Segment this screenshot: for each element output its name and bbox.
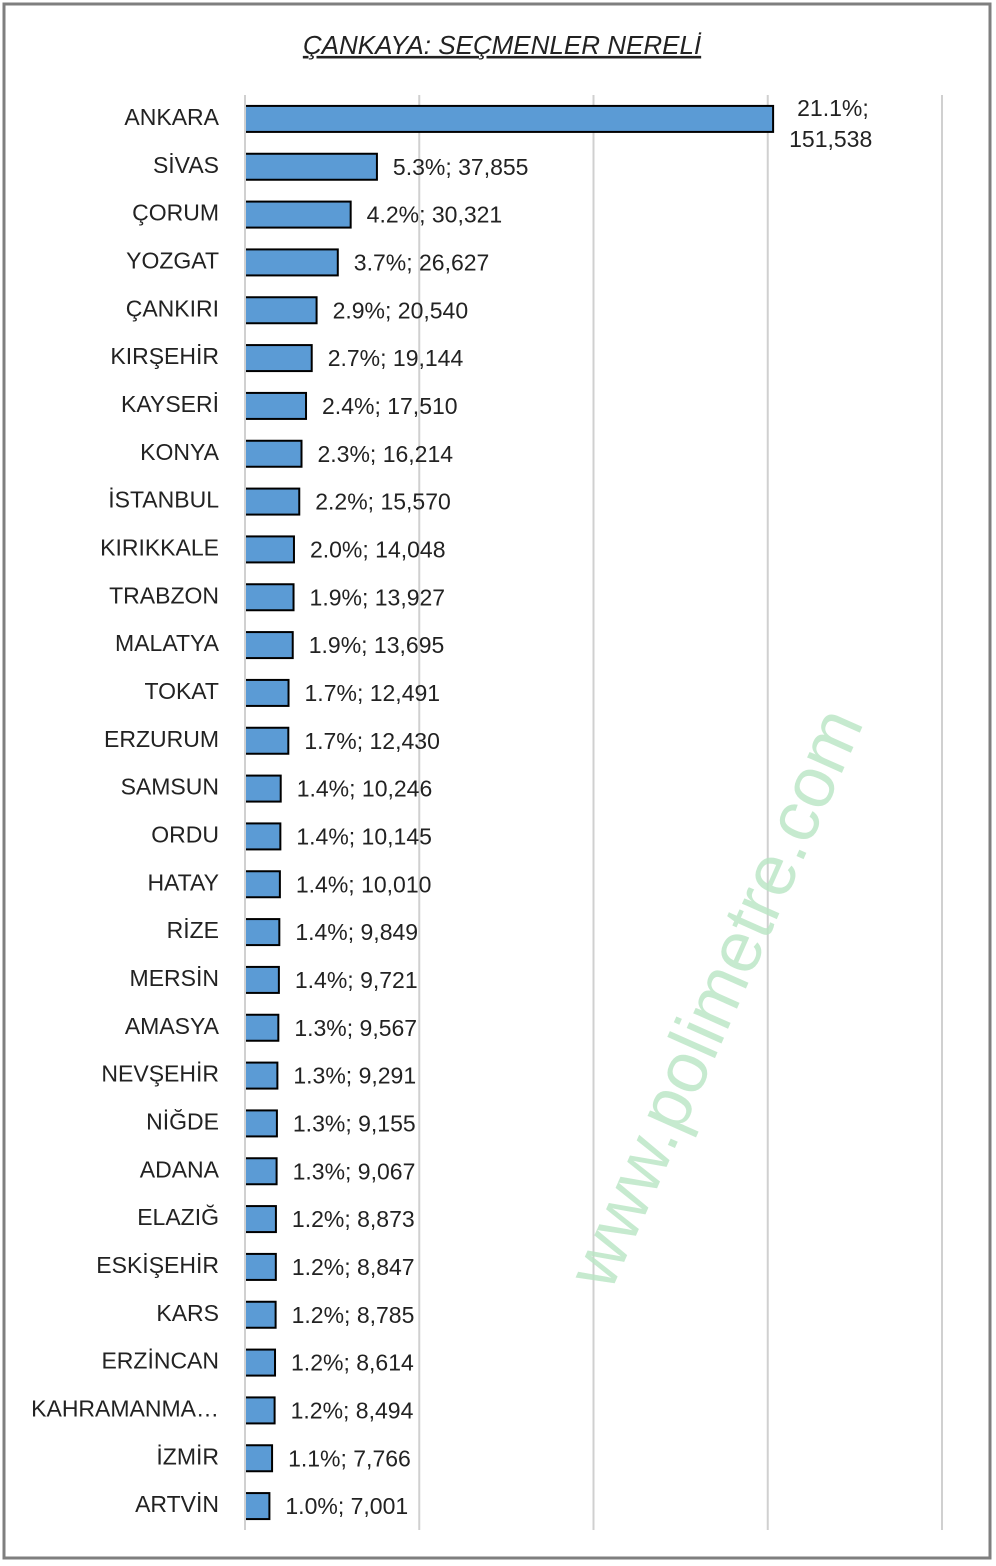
bar xyxy=(244,200,352,229)
bar xyxy=(244,918,281,947)
bar xyxy=(244,965,280,994)
data-label: 1.3%; 9,567 xyxy=(294,1015,417,1041)
data-label: 5.3%; 37,855 xyxy=(393,154,529,180)
data-label: 1.2%; 8,873 xyxy=(292,1206,415,1232)
bar xyxy=(244,1061,279,1090)
y-tick-label: ANKARA xyxy=(124,104,219,130)
y-tick-label: ARTVİN xyxy=(135,1491,219,1517)
data-label: 1.3%; 9,291 xyxy=(293,1063,416,1089)
data-label-line: 151,538 xyxy=(789,126,872,152)
bar xyxy=(244,535,295,564)
y-tick-label: ERZİNCAN xyxy=(101,1348,219,1374)
y-tick-label: NEVŞEHİR xyxy=(101,1061,219,1087)
data-label: 2.7%; 19,144 xyxy=(328,345,464,371)
data-label: 1.4%; 10,246 xyxy=(297,776,433,802)
bar xyxy=(244,1300,277,1329)
bar xyxy=(244,1444,274,1473)
y-tick-label: KAHRAMANMA… xyxy=(31,1395,219,1421)
data-label: 4.2%; 30,321 xyxy=(367,202,503,228)
bar xyxy=(244,1205,277,1234)
y-tick-label: MERSİN xyxy=(130,965,219,991)
y-tick-label: ÇORUM xyxy=(132,200,219,226)
bar xyxy=(244,774,282,803)
y-tick-label: ESKİŞEHİR xyxy=(96,1252,219,1278)
bar xyxy=(244,152,378,181)
data-label: 21.1%; 151,538 xyxy=(789,95,872,152)
y-tick-label: KONYA xyxy=(140,439,219,465)
y-tick-label: AMASYA xyxy=(125,1013,220,1039)
bar xyxy=(244,248,339,277)
y-tick-label: KIRIKKALE xyxy=(100,534,219,560)
data-label: 1.4%; 10,010 xyxy=(296,871,432,897)
bar xyxy=(244,870,281,899)
y-tick-label: ADANA xyxy=(140,1156,220,1182)
bar xyxy=(244,296,318,325)
data-label: 2.4%; 17,510 xyxy=(322,393,458,419)
y-tick-label: NİĞDE xyxy=(146,1108,219,1134)
y-tick-label: RİZE xyxy=(167,917,219,943)
bar xyxy=(244,1492,271,1521)
chart-title: ÇANKAYA: SEÇMENLER NERELİ xyxy=(303,30,702,60)
data-label: 1.7%; 12,491 xyxy=(305,680,441,706)
y-tick-label: İSTANBUL xyxy=(108,487,219,513)
y-tick-label: İZMİR xyxy=(156,1443,219,1469)
bar xyxy=(244,631,294,660)
data-label: 2.2%; 15,570 xyxy=(315,489,451,515)
data-label: 3.7%; 26,627 xyxy=(354,249,490,275)
bar xyxy=(244,1157,278,1186)
data-label: 2.9%; 20,540 xyxy=(333,297,469,323)
bar xyxy=(244,104,775,133)
y-tick-label: SAMSUN xyxy=(121,774,219,800)
bar xyxy=(244,822,282,851)
data-label: 2.3%; 16,214 xyxy=(318,441,454,467)
y-tick-label: MALATYA xyxy=(115,630,220,656)
y-tick-label: ÇANKIRI xyxy=(126,295,219,321)
data-label: 1.0%; 7,001 xyxy=(285,1493,408,1519)
bar xyxy=(244,1348,277,1377)
y-tick-label: TOKAT xyxy=(144,678,219,704)
data-label: 2.0%; 14,048 xyxy=(310,536,446,562)
y-tick-label: KAYSERİ xyxy=(121,391,219,417)
data-label: 1.4%; 9,721 xyxy=(295,967,418,993)
data-label: 1.9%; 13,927 xyxy=(310,584,446,610)
data-label: 1.1%; 7,766 xyxy=(288,1445,411,1471)
bar xyxy=(244,439,303,468)
data-label: 1.4%; 9,849 xyxy=(295,919,418,945)
data-label: 1.3%; 9,067 xyxy=(293,1158,416,1184)
bar xyxy=(244,391,308,420)
y-tick-label: TRABZON xyxy=(109,582,219,608)
bar xyxy=(244,487,301,516)
bar xyxy=(244,726,290,755)
bar xyxy=(244,1013,280,1042)
data-label: 1.2%; 8,614 xyxy=(291,1350,414,1376)
y-tick-label: KIRŞEHİR xyxy=(110,343,219,369)
y-tick-label: ORDU xyxy=(151,821,219,847)
data-label-line: 21.1%; xyxy=(797,95,869,121)
data-label: 1.2%; 8,847 xyxy=(292,1254,415,1280)
data-label: 1.3%; 9,155 xyxy=(293,1110,416,1136)
bar xyxy=(244,344,313,373)
bar xyxy=(244,1396,276,1425)
y-tick-label: YOZGAT xyxy=(126,247,219,273)
y-tick-label: KARS xyxy=(156,1300,219,1326)
y-tick-label: SİVAS xyxy=(153,152,219,178)
data-label: 1.4%; 10,145 xyxy=(296,823,432,849)
bar xyxy=(244,1109,278,1138)
bar xyxy=(244,678,290,707)
data-label: 1.9%; 13,695 xyxy=(309,632,445,658)
data-label: 1.7%; 12,430 xyxy=(304,728,440,754)
data-label: 1.2%; 8,785 xyxy=(292,1302,415,1328)
bar xyxy=(244,1252,277,1281)
y-tick-label: HATAY xyxy=(147,869,219,895)
bar xyxy=(244,583,295,612)
y-tick-label: ERZURUM xyxy=(104,726,219,752)
data-label: 1.2%; 8,494 xyxy=(291,1397,414,1423)
y-tick-label: ELAZIĞ xyxy=(137,1204,219,1230)
